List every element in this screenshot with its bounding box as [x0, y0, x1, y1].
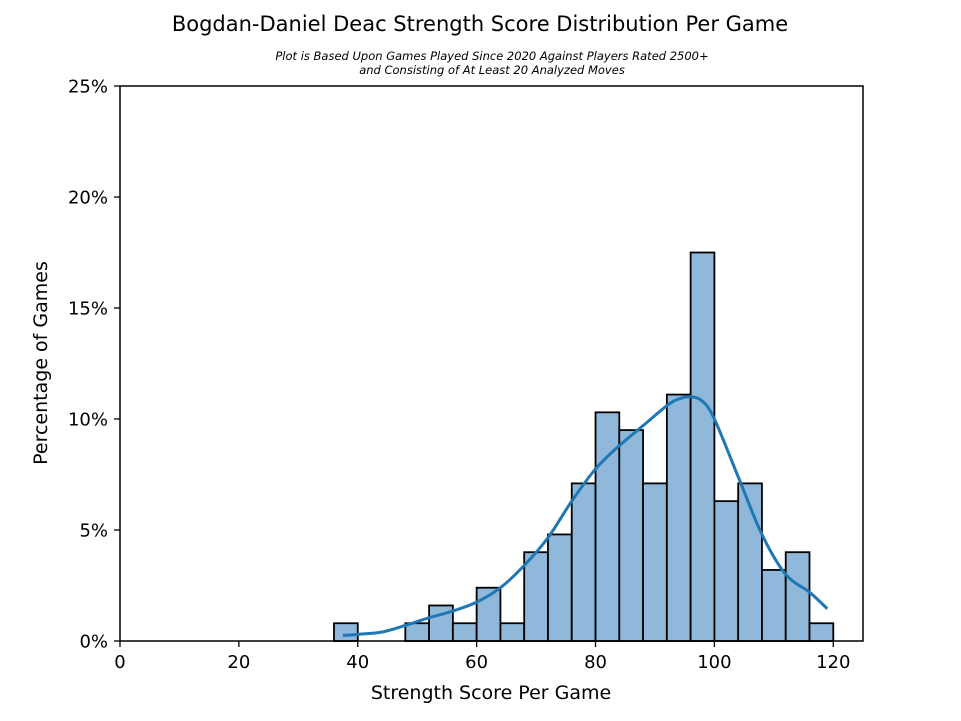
chart-title: Bogdan-Daniel Deac Strength Score Distri… [172, 12, 788, 36]
x-tick-label-2: 40 [346, 652, 369, 673]
histogram-bar-12 [665, 393, 692, 642]
y-tick-label-2: 10% [68, 410, 108, 431]
x-axis-label: Strength Score Per Game [371, 682, 611, 704]
histogram-bar-16 [761, 569, 787, 642]
histogram-bar-18 [808, 622, 835, 642]
histogram-bar-5 [499, 622, 526, 642]
chart-subtitle-line-2: and Consisting of At Least 20 Analyzed M… [359, 63, 625, 77]
kde-curve [342, 395, 829, 637]
histogram-bar-6 [523, 551, 549, 642]
histogram-bar-13 [689, 251, 716, 642]
x-axis: 0 20 40 60 80 100 120 [114, 641, 850, 673]
histogram-bars [333, 251, 835, 642]
x-tick-label-6: 120 [816, 652, 850, 673]
chart-subtitle-line-1: Plot is Based Upon Games Played Since 20… [275, 49, 708, 63]
histogram-bar-0 [333, 622, 359, 642]
histogram-bar-8 [570, 482, 597, 642]
histogram-bar-3 [451, 622, 478, 642]
histogram-bar-14 [713, 500, 740, 642]
y-axis-label: Percentage of Games [30, 261, 52, 465]
x-tick-label-5: 100 [697, 652, 731, 673]
y-tick-label-5: 25% [68, 77, 108, 98]
plot-area-frame [119, 85, 864, 642]
y-tick-label-4: 20% [68, 188, 108, 209]
x-tick-label-1: 20 [227, 652, 250, 673]
histogram-bar-9 [594, 411, 621, 642]
y-axis: 0% 5% 10% 15% 20% 25% [68, 77, 120, 653]
histogram-bar-7 [547, 533, 573, 642]
x-tick-label-0: 0 [114, 652, 125, 673]
histogram-bar-10 [618, 429, 644, 642]
x-tick-label-3: 60 [465, 652, 488, 673]
histogram-bar-11 [642, 482, 668, 642]
y-tick-label-0: 0% [79, 632, 108, 653]
y-tick-label-3: 15% [68, 299, 108, 320]
y-tick-label-1: 5% [79, 521, 108, 542]
x-tick-label-4: 80 [584, 652, 607, 673]
histogram-bar-17 [784, 551, 811, 642]
